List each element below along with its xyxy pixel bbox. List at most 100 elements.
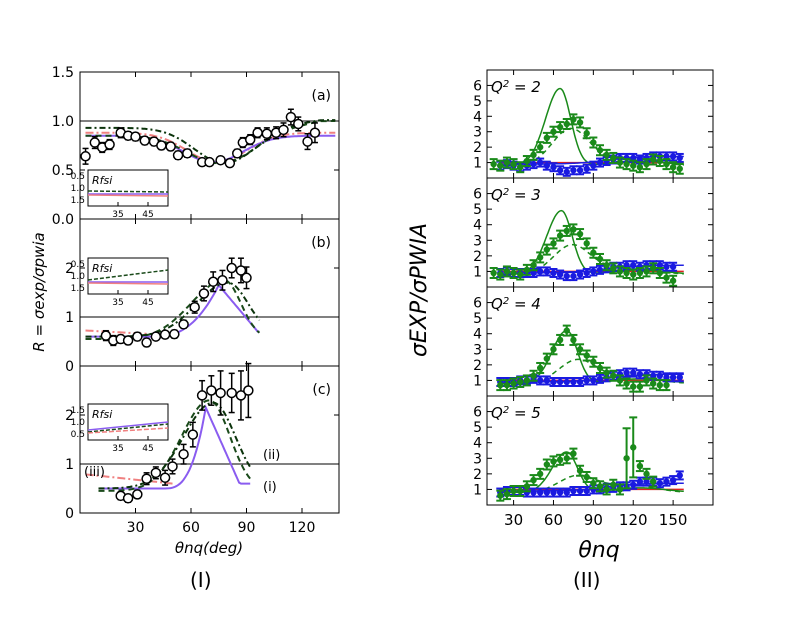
blue-data-point	[530, 269, 537, 277]
green-data-point	[636, 269, 644, 277]
data-point	[252, 127, 263, 139]
panel-label: Q2 = 3	[491, 186, 541, 204]
inset-title: Rfsi	[92, 262, 112, 275]
data-point	[243, 385, 254, 396]
green-data-point	[576, 230, 584, 238]
data-point	[156, 140, 167, 151]
blue-data-point	[663, 374, 670, 381]
inset-curve	[87, 194, 169, 197]
green-data-point	[550, 128, 557, 135]
green-data-point	[636, 462, 644, 470]
figure-label-right: (II)	[573, 568, 601, 592]
green-data-point	[563, 120, 570, 128]
blue-data-point	[543, 377, 551, 384]
green-data-point	[517, 164, 524, 171]
inset-y-tick-label: 1.5	[71, 196, 85, 206]
left-panel-c: 0 1 2 (c) 1.5 1.0 0.5 35 45 Rfsi	[65, 362, 340, 522]
curve-label-iii: (iii)	[84, 465, 105, 480]
inset-curve	[87, 269, 169, 281]
right-x-tick-label: 30	[504, 511, 523, 529]
data-point	[302, 136, 313, 147]
green-data-point	[610, 481, 617, 488]
y-tick-label: 3	[473, 451, 482, 467]
blue-data-point	[583, 487, 590, 495]
y-tick-label: 2	[473, 140, 482, 156]
blue-data-point	[583, 377, 590, 384]
green-data-point	[603, 262, 610, 269]
green-dashed-curve	[85, 279, 261, 340]
left-x-tick-label: 60	[182, 520, 200, 536]
green-data-point	[643, 470, 650, 478]
green-data-point	[536, 364, 544, 372]
blue-data-point	[649, 372, 657, 379]
y-tick-label: 5	[473, 420, 482, 436]
green-data-point	[583, 130, 590, 137]
inset-curve	[87, 421, 169, 431]
blue-data-point	[669, 476, 677, 484]
blue-data-point	[536, 159, 544, 166]
inset-x-tick-label: 45	[142, 210, 153, 220]
y-tick-label: 5	[473, 311, 482, 327]
y-tick-label: 5	[473, 202, 482, 218]
green-data-point	[576, 119, 584, 126]
green-data-point	[503, 490, 511, 498]
blue-data-point	[576, 167, 584, 174]
inset-y-tick-label: 1.5	[71, 284, 85, 294]
blue-data-point	[656, 372, 664, 379]
blue-data-point	[530, 489, 537, 496]
label-q: Q	[491, 78, 503, 96]
green-data-point	[503, 159, 511, 166]
green-data-point	[596, 147, 604, 154]
green-data-point	[497, 271, 504, 278]
panel-label: (c)	[312, 382, 331, 398]
green-data-point	[669, 164, 677, 171]
y-tick-label: 6	[473, 405, 482, 421]
green-data-point	[636, 383, 644, 390]
pink-curve	[85, 329, 173, 337]
green-data-point	[590, 480, 597, 487]
blue-data-point	[543, 268, 551, 275]
green-data-point	[523, 266, 531, 274]
inset-panel: 0.5 1.0 1.5 35 45 Rfsi	[71, 257, 169, 308]
data-point	[132, 331, 143, 342]
inset-x-tick-label: 45	[142, 298, 153, 308]
label-sup: 2	[503, 296, 509, 307]
data-point	[178, 319, 189, 330]
blue-data-point	[556, 167, 564, 174]
label-q: Q	[491, 404, 503, 422]
blue-data-point	[570, 487, 577, 495]
green-data-point	[497, 492, 504, 499]
green-data-point	[536, 143, 544, 151]
data-point	[165, 141, 176, 152]
blue-data-point	[583, 269, 590, 277]
y-tick-label: 0.5	[52, 163, 74, 179]
label-q: Q	[491, 186, 503, 204]
inset-panel: 1.5 1.0 0.5 35 45 Rfsi	[71, 403, 169, 454]
y-tick-label: 6	[473, 296, 482, 312]
green-data-point	[623, 380, 630, 387]
blue-data-point	[669, 374, 677, 381]
blue-data-point	[550, 489, 557, 496]
green-data-point	[517, 271, 524, 278]
data-point	[232, 148, 243, 159]
green-data-point	[630, 383, 637, 390]
green-data-point	[610, 154, 617, 162]
blue-data-point	[596, 266, 604, 274]
data-point	[141, 473, 152, 484]
green-data-point	[510, 160, 517, 168]
green-data-point	[550, 240, 557, 247]
inset-y-tick-label: 1.0	[71, 184, 86, 194]
data-point	[122, 335, 134, 346]
green-data-point	[583, 473, 590, 481]
blue-data-point	[630, 262, 637, 269]
right-x-axis-label: θnq	[578, 538, 619, 563]
blue-data-point	[556, 271, 564, 278]
inset-x-tick-label: 35	[112, 210, 123, 220]
blue-data-point	[536, 268, 544, 275]
y-tick-label: 1	[473, 156, 482, 172]
blue-data-point	[570, 272, 577, 280]
blue-data-point	[563, 489, 570, 496]
panel-label: Q2 = 4	[491, 295, 541, 313]
green-data-point	[536, 254, 544, 261]
